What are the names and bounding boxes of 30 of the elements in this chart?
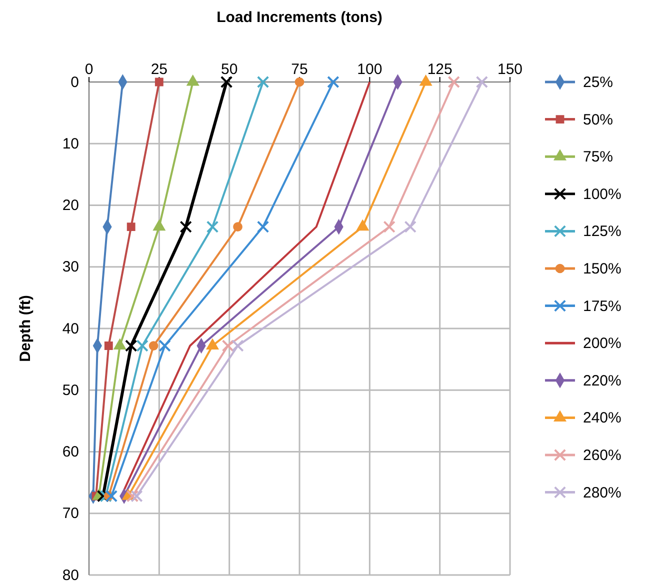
x-tick-label: 100 bbox=[357, 61, 382, 78]
y-tick-label: 60 bbox=[62, 444, 79, 461]
legend-label: 50% bbox=[583, 111, 614, 128]
x-tick-label: 150 bbox=[497, 61, 523, 78]
y-tick-label: 40 bbox=[62, 320, 79, 338]
x-axis-title: Load Increments (tons) bbox=[216, 9, 382, 26]
x-tick-label: 0 bbox=[84, 61, 94, 78]
legend-label: 220% bbox=[583, 372, 622, 390]
legend-label: 125% bbox=[583, 223, 622, 240]
y-tick-label: 50 bbox=[62, 382, 79, 399]
y-tick-label: 30 bbox=[62, 258, 79, 276]
x-tick-label: 125 bbox=[427, 61, 452, 78]
y-tick-label: 70 bbox=[62, 505, 79, 522]
y-tick-label: 0 bbox=[70, 74, 79, 91]
legend-label: 100% bbox=[583, 186, 622, 203]
x-tick-label: 50 bbox=[220, 61, 238, 78]
legend-label: 75% bbox=[583, 148, 614, 166]
legend-label: 25% bbox=[583, 74, 614, 91]
legend-label: 200% bbox=[583, 335, 622, 352]
y-tick-label: 80 bbox=[62, 566, 79, 584]
legend-label: 175% bbox=[583, 298, 622, 315]
x-tick-label: 75 bbox=[291, 61, 308, 78]
legend-label: 280% bbox=[583, 484, 622, 502]
legend-label: 240% bbox=[583, 410, 622, 427]
legend-label: 150% bbox=[583, 260, 622, 278]
legend-label: 260% bbox=[583, 447, 622, 464]
y-axis-title: Depth (ft) bbox=[17, 295, 34, 362]
y-tick-label: 10 bbox=[62, 135, 79, 152]
x-tick-label: 25 bbox=[150, 61, 168, 78]
y-tick-label: 20 bbox=[62, 197, 79, 214]
